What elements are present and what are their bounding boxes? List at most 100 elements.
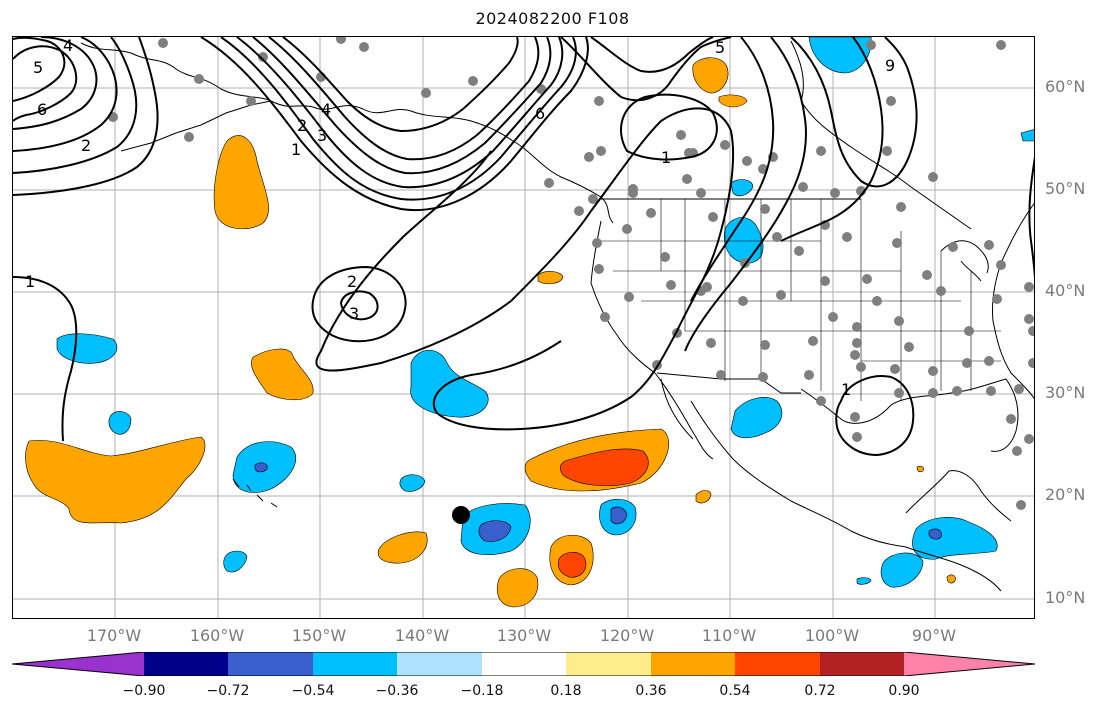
map-panel: 5 4 6 2 1 1 2 3 4 2 3 5 6 1 9 1: [12, 36, 1035, 619]
contour-ridge-5: [268, 37, 540, 161]
contour-ridge-3: [236, 37, 564, 189]
anomaly-blue-rockies: [724, 217, 764, 264]
contour-nw-6: [13, 37, 98, 130]
lat-label-60: 60°N: [1045, 77, 1086, 96]
anomaly-blue-hudson: [808, 37, 872, 74]
lat-label-30: 30°N: [1045, 383, 1086, 402]
yucatan: [905, 470, 1012, 522]
coastlines: [80, 40, 1034, 592]
lon-label-170: 170°W: [86, 626, 142, 645]
contour-gulf-1: [282, 37, 519, 133]
contour-bc-1: [620, 93, 718, 161]
contour-label: 3: [349, 304, 359, 323]
anomaly-blue-mexico: [730, 397, 783, 439]
anomaly-blue-gulf-honduras: [912, 517, 998, 560]
anomaly-orange-gulf-small-2: [916, 465, 924, 473]
contour-nw-4: [13, 37, 66, 102]
contours: [13, 37, 1034, 457]
contour-label: 1: [661, 148, 671, 167]
map-title: 2024082200 F108: [475, 9, 630, 28]
alaska-coast: [80, 42, 602, 198]
contour-label: 1: [25, 272, 35, 291]
contour-nw-5: [13, 45, 78, 122]
gulf-coast: [800, 378, 1019, 452]
contour-label: 2: [297, 116, 307, 135]
us-mexico-border: [656, 372, 801, 394]
anomaly-red-round: [558, 551, 587, 578]
anomaly-orange-sw-low: [377, 531, 428, 564]
anomaly-blue-small-2: [399, 474, 426, 492]
anomaly-blue-small-1: [108, 411, 132, 435]
contour-low-3: [339, 290, 379, 321]
bc-coast: [600, 196, 614, 224]
baja: [654, 372, 714, 460]
anomaly-orange-bering: [213, 135, 269, 230]
colorbar-segment: [482, 652, 566, 676]
anomaly-blue-w: [56, 333, 118, 364]
contour-labels: 5 4 6 2 1 1 2 3 4 2 3 5 6 1 9 1: [25, 37, 895, 399]
contour-label: 6: [535, 104, 545, 123]
anomaly-orange-mexico: [695, 490, 712, 504]
contour-label: 2: [81, 136, 91, 155]
contour-label: 5: [33, 58, 43, 77]
contour-low-2: [311, 265, 407, 343]
lat-label-20: 20°N: [1045, 485, 1086, 504]
contour-label: 3: [317, 126, 327, 145]
lat-label-10: 10°N: [1045, 588, 1086, 607]
contour-label: 9: [885, 56, 895, 75]
anomaly-orange-yukon: [692, 57, 729, 94]
graticule: [13, 37, 1034, 618]
anomaly-orange-yukon-2: [718, 94, 748, 108]
mexico-west: [690, 400, 1002, 592]
colorbar-tick: 0.90: [888, 683, 920, 699]
colorbar-segment: [904, 652, 1035, 676]
anomaly-orange-mid: [251, 348, 314, 401]
colorbar-tick: 0.54: [719, 683, 751, 699]
contour-ne-3: [780, 37, 884, 242]
contour-ridge-4: [252, 37, 552, 175]
anomaly-red-baja: [559, 448, 649, 487]
colorbar-segment: [820, 652, 904, 676]
anomaly-blue-atlantic: [1020, 129, 1034, 142]
anomaly-orange-south: [496, 568, 539, 608]
contour-ne-2: [684, 37, 807, 352]
colorbar: [12, 652, 1036, 676]
contour-tex-1: [835, 375, 915, 457]
colorbar-tick: 0.72: [804, 683, 836, 699]
lon-label-160: 160°W: [189, 626, 245, 645]
colorbar-tick: −0.36: [375, 683, 419, 699]
colorbar-tick: 0.36: [635, 683, 667, 699]
anomaly-darkblue-center: [478, 520, 512, 542]
anomaly-blue-pacific-cent-am: [880, 552, 924, 588]
shaded-anomalies: [25, 37, 1034, 608]
contour-nw-1: [13, 37, 159, 196]
state-borders: [601, 199, 1001, 401]
colorbar-segment: [228, 652, 313, 676]
east-coast: [992, 202, 1034, 399]
lat-label-40: 40°N: [1045, 281, 1086, 300]
lon-label-130: 130°W: [496, 626, 552, 645]
contour-w-1: [13, 276, 78, 442]
colorbar-segment: [144, 652, 228, 676]
map-canvas: 5 4 6 2 1 1 2 3 4 2 3 5 6 1 9 1: [13, 37, 1034, 618]
colorbar-segment: [12, 652, 144, 676]
contour-label: 4: [321, 100, 331, 119]
anomaly-blue-small-3: [223, 550, 248, 573]
lat-label-50: 50°N: [1045, 179, 1086, 198]
hudson-region: [790, 40, 972, 230]
contour-label: 6: [37, 100, 47, 119]
anomaly-orange-pacific-sw: [25, 436, 206, 524]
contour-east: [1028, 157, 1034, 279]
lon-label-110: 110°W: [701, 626, 757, 645]
contour-north-6: [560, 37, 732, 102]
contour-label: 5: [715, 38, 725, 57]
hawaii-islands: [232, 478, 278, 508]
contour-nw-3: [13, 37, 118, 152]
lon-label-140: 140°W: [394, 626, 450, 645]
anomaly-blue-montana: [730, 179, 754, 197]
contour-label: 1: [841, 380, 851, 399]
anomaly-darkblue-pacific-east: [610, 506, 628, 525]
contour-trough-big: [315, 107, 735, 431]
colorbar-tick: −0.54: [291, 683, 335, 699]
us-west-coast: [590, 220, 656, 374]
